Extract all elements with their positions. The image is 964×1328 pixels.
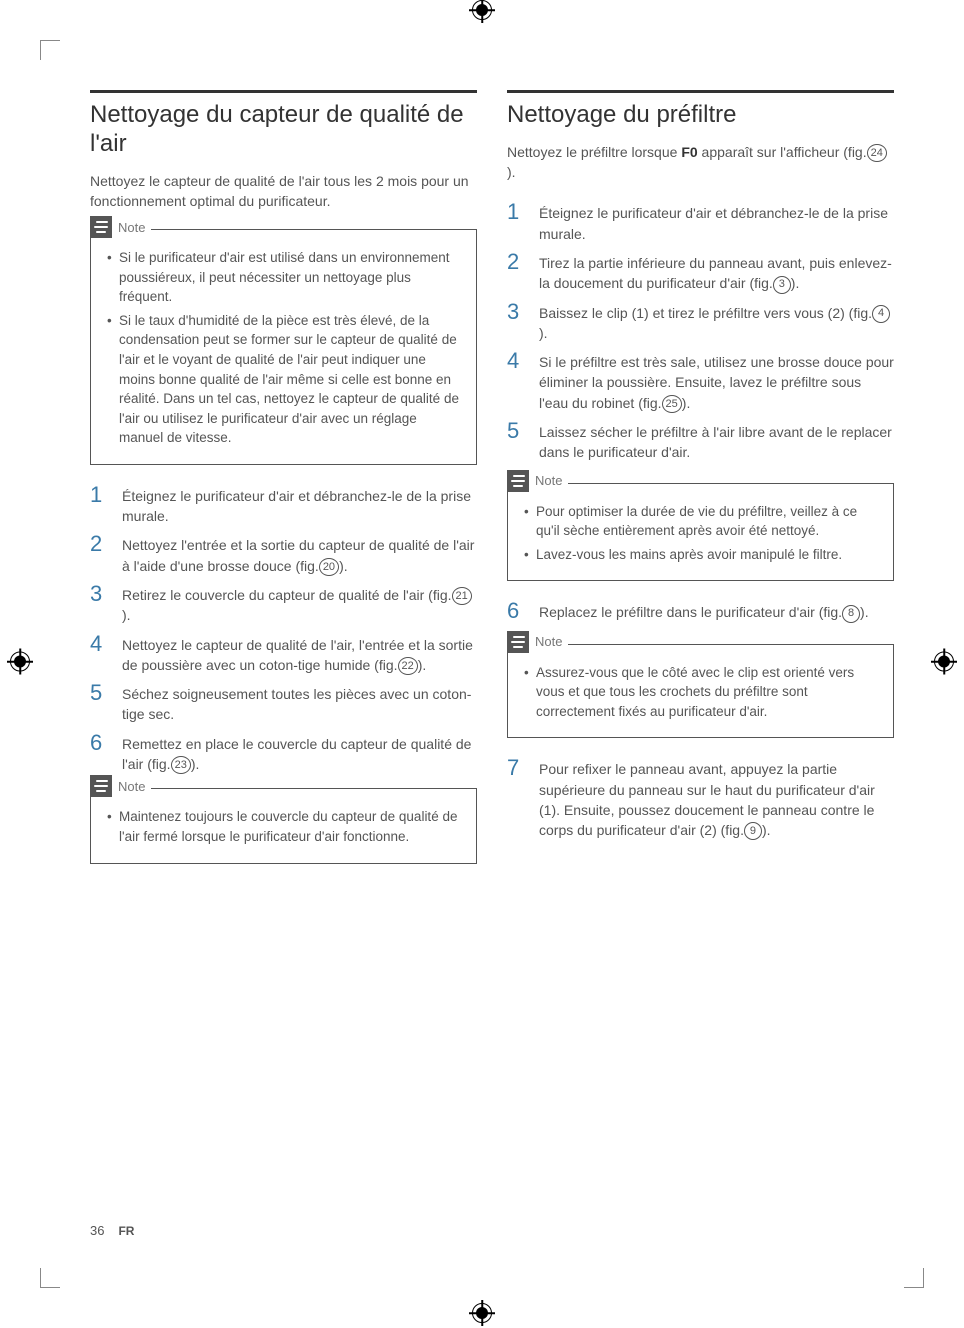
note-list: Si le purificateur d'air est utilisé dan… [105,242,464,448]
section-title: Nettoyage du capteur de qualité de l'air [90,90,477,159]
step-text: Remettez en place le couvercle du capteu… [122,731,477,775]
step-text: Si le préfiltre est très sale, utilisez … [539,349,894,413]
registration-mark-bottom [472,1303,492,1328]
step-text: Séchez soigneusement toutes les pièces a… [122,681,477,725]
step-text: Laissez sécher le préfiltre à l'air libr… [539,419,894,463]
step-text: Éteignez le purificateur d'air et débran… [122,483,477,527]
step-number: 5 [90,681,108,705]
note-icon [507,470,529,492]
note-header: Note [507,631,568,653]
step-number: 2 [90,532,108,556]
step-list: 7 Pour refixer le panneau avant, appuyez… [507,756,894,846]
intro-text: Nettoyez le préfiltre lorsque F0 apparaî… [507,142,894,183]
step-item: 6 Remettez en place le couvercle du capt… [90,731,477,775]
page-content: Nettoyage du capteur de qualité de l'air… [90,90,894,1238]
note-header: Note [90,775,151,797]
note-icon [90,216,112,238]
note-list: Maintenez toujours le couvercle du capte… [105,801,464,846]
step-item: 5 Séchez soigneusement toutes les pièces… [90,681,477,725]
note-box: Note Pour optimiser la durée de vie du p… [507,483,894,582]
crop-corner [40,1268,60,1288]
step-text: Retirez le couvercle du capteur de quali… [122,582,477,626]
figure-ref: 3 [773,276,791,294]
note-item: Maintenez toujours le couvercle du capte… [105,807,464,846]
step-item: 6 Replacez le préfiltre dans le purifica… [507,599,894,623]
step-number: 1 [90,483,108,507]
step-number: 5 [507,419,525,443]
note-item: Pour optimiser la durée de vie du préfil… [522,502,881,541]
page-language: FR [118,1224,134,1238]
step-item: 3 Retirez le couvercle du capteur de qua… [90,582,477,626]
step-item: 2 Tirez la partie inférieure du panneau … [507,250,894,294]
figure-ref: 21 [452,587,472,605]
step-number: 1 [507,200,525,224]
intro-text: Nettoyez le capteur de qualité de l'air … [90,171,477,212]
note-icon [507,631,529,653]
figure-ref: 22 [398,657,418,675]
step-text: Éteignez le purificateur d'air et débran… [539,200,894,244]
note-item: Si le taux d'humidité de la pièce est tr… [105,311,464,448]
note-label: Note [535,473,562,488]
note-header: Note [507,470,568,492]
display-code: F0 [681,144,697,160]
step-text: Nettoyez le capteur de qualité de l'air,… [122,632,477,676]
note-label: Note [118,220,145,235]
note-list: Pour optimiser la durée de vie du préfil… [522,496,881,565]
left-column: Nettoyage du capteur de qualité de l'air… [90,90,477,1238]
figure-ref: 9 [744,822,762,840]
step-number: 6 [90,731,108,755]
figure-ref: 8 [842,605,860,623]
step-number: 3 [507,300,525,324]
figure-ref: 24 [867,144,887,162]
crop-corner [40,40,60,60]
step-text: Tirez la partie inférieure du panneau av… [539,250,894,294]
section-title: Nettoyage du préfiltre [507,90,894,130]
registration-mark-right [934,652,954,677]
step-number: 3 [90,582,108,606]
note-item: Lavez-vous les mains après avoir manipul… [522,545,881,565]
step-item: 4 Si le préfiltre est très sale, utilise… [507,349,894,413]
note-item: Assurez-vous que le côté avec le clip es… [522,663,881,722]
step-item: 4 Nettoyez le capteur de qualité de l'ai… [90,632,477,676]
step-list: 6 Replacez le préfiltre dans le purifica… [507,599,894,629]
note-box: Note Assurez-vous que le côté avec le cl… [507,644,894,739]
step-text: Nettoyez l'entrée et la sortie du capteu… [122,532,477,576]
note-box: Note Maintenez toujours le couvercle du … [90,788,477,863]
registration-mark-top [472,0,492,25]
step-item: 3 Baissez le clip (1) et tirez le préfil… [507,300,894,344]
registration-mark-left [10,652,30,677]
note-label: Note [118,779,145,794]
step-text: Replacez le préfiltre dans le purificate… [539,599,869,622]
step-item: 7 Pour refixer le panneau avant, appuyez… [507,756,894,840]
note-item: Si le purificateur d'air est utilisé dan… [105,248,464,307]
step-number: 4 [90,632,108,656]
page-number: 36 [90,1223,104,1238]
step-item: 5 Laissez sécher le préfiltre à l'air li… [507,419,894,463]
note-icon [90,775,112,797]
step-number: 7 [507,756,525,780]
note-header: Note [90,216,151,238]
step-text: Pour refixer le panneau avant, appuyez l… [539,756,894,840]
page-footer: 36 FR [90,1223,134,1238]
step-item: 1 Éteignez le purificateur d'air et débr… [507,200,894,244]
step-item: 1 Éteignez le purificateur d'air et débr… [90,483,477,527]
figure-ref: 25 [662,395,682,413]
figure-ref: 23 [171,756,191,774]
figure-ref: 20 [319,558,339,576]
note-label: Note [535,634,562,649]
figure-ref: 4 [872,305,890,323]
note-box: Note Si le purificateur d'air est utilis… [90,229,477,465]
right-column: Nettoyage du préfiltre Nettoyez le préfi… [507,90,894,1238]
step-item: 2 Nettoyez l'entrée et la sortie du capt… [90,532,477,576]
step-list: 1 Éteignez le purificateur d'air et débr… [90,483,477,781]
step-number: 2 [507,250,525,274]
step-text: Baissez le clip (1) et tirez le préfiltr… [539,300,894,344]
step-number: 4 [507,349,525,373]
note-list: Assurez-vous que le côté avec le clip es… [522,657,881,722]
crop-corner [904,1268,924,1288]
step-list: 1 Éteignez le purificateur d'air et débr… [507,200,894,468]
step-number: 6 [507,599,525,623]
